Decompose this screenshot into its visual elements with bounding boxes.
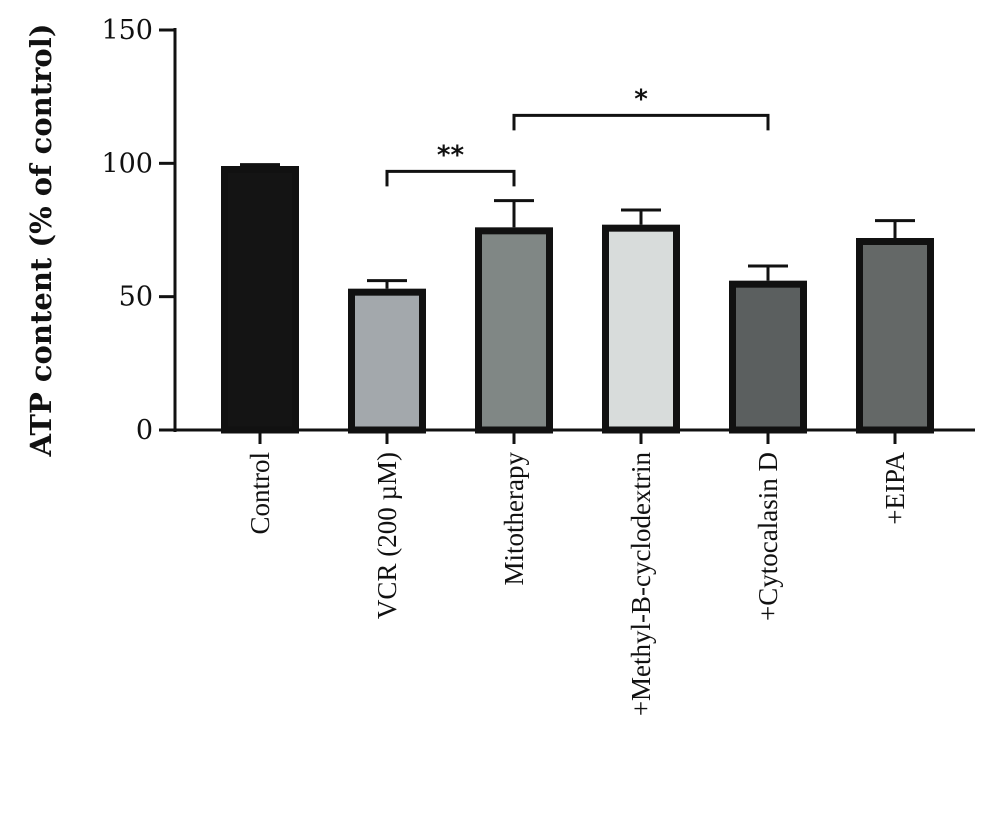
bar <box>729 280 807 434</box>
x-tick-label: +EIPA <box>880 452 910 525</box>
error-bar <box>240 163 280 167</box>
y-tick-label: 50 <box>119 282 153 313</box>
chart-axes: 0 50 100 150 <box>101 15 975 446</box>
significance-bracket: * <box>512 84 770 131</box>
x-tick-label: +Cytocalasin D <box>753 452 783 621</box>
x-tick-label: VCR (200 µM) <box>372 452 402 619</box>
y-tick-label: 150 <box>101 15 153 46</box>
error-bar <box>875 219 915 238</box>
bar <box>348 288 426 434</box>
chart-labels: Control VCR (200 µM) Mitotherapy +Methyl-B-… <box>245 452 910 717</box>
bar <box>856 238 934 434</box>
x-tick-label: Mitotherapy <box>499 452 529 586</box>
significance-label: ** <box>437 140 465 170</box>
x-tick-label: +Methyl-B-cyclodextrin <box>626 452 656 717</box>
error-bar <box>621 208 661 225</box>
bar <box>602 224 680 434</box>
y-tick-label: 100 <box>101 148 153 179</box>
error-bar <box>367 279 407 289</box>
significance-brackets: *** <box>385 84 770 187</box>
y-tick-label: 0 <box>136 415 153 446</box>
significance-bracket: ** <box>385 140 516 187</box>
bar <box>475 227 553 434</box>
significance-label: * <box>634 84 648 114</box>
error-bar <box>494 199 534 228</box>
chart-bars <box>221 166 934 434</box>
y-axis-label: ATP content (% of control) <box>24 23 58 457</box>
bar <box>221 166 299 434</box>
error-bars <box>240 163 915 289</box>
error-bar <box>748 264 788 281</box>
x-tick-label: Control <box>245 452 275 535</box>
